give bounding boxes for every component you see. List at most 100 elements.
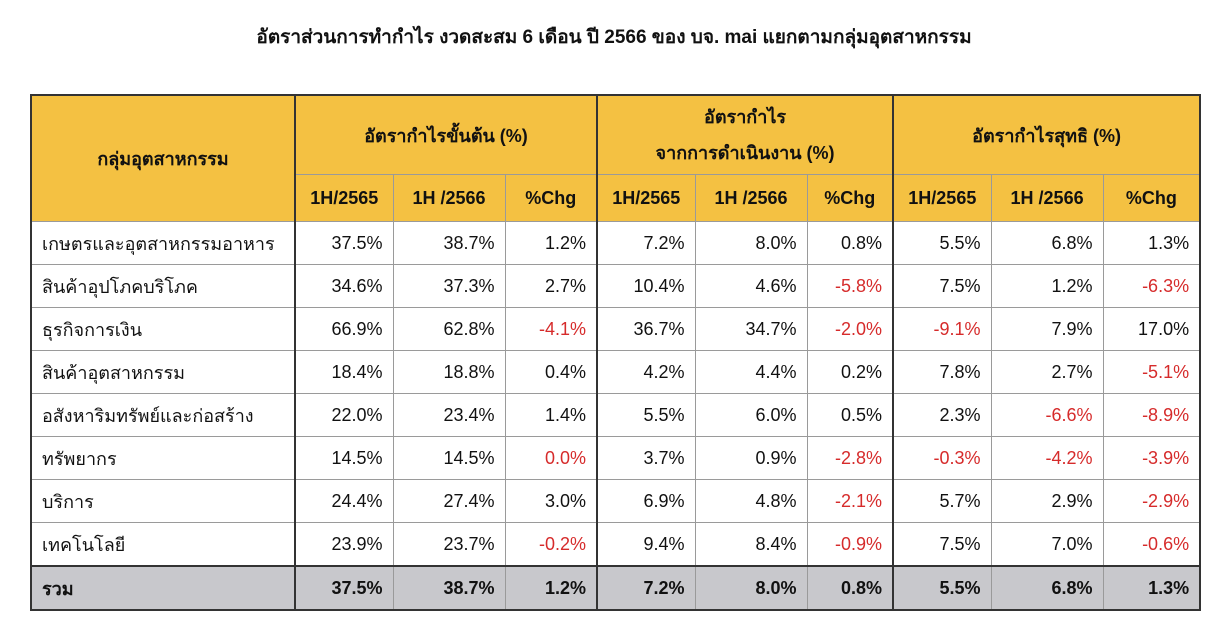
value-cell: 7.9% <box>990 307 1104 351</box>
value-cell: 2.7% <box>504 264 599 308</box>
table-row: สินค้าอุตสาหกรรม 18.4% 18.8% 0.4% 4.2% 4.4% 0.… <box>30 350 1202 394</box>
value-cell: 9.4% <box>596 522 696 567</box>
industry-name: สินค้าอุตสาหกรรม <box>30 350 296 394</box>
value-cell: -2.8% <box>806 436 895 480</box>
value-cell: 8.4% <box>694 522 808 567</box>
value-cell: 27.4% <box>392 479 506 523</box>
value-cell: -9.1% <box>892 307 992 351</box>
value-cell: 1.4% <box>504 393 599 437</box>
value-cell: 23.7% <box>392 522 506 567</box>
table-row: เกษตรและอุตสาหกรรมอาหาร 37.5% 38.7% 1.2% 7.2… <box>30 221 1202 265</box>
gross-margin-header: อัตรากำไรขั้นต้น (%) <box>294 94 599 175</box>
value-cell: -3.9% <box>1102 436 1202 480</box>
value-cell: -2.9% <box>1102 479 1202 523</box>
page-title: อัตราส่วนการทำกำไร งวดสะสม 6 เดือน ปี 25… <box>256 27 972 48</box>
value-cell: 5.5% <box>892 221 992 265</box>
value-cell: -0.6% <box>1102 522 1202 567</box>
value-cell: 2.9% <box>990 479 1104 523</box>
operating-margin-header: อัตรากำไร จากการดำเนินงาน (%) <box>596 94 895 175</box>
value-cell: 37.3% <box>392 264 506 308</box>
table-body: เกษตรและอุตสาหกรรมอาหาร 37.5% 38.7% 1.2% 7.2… <box>30 221 1202 611</box>
industry-header: กลุ่มอุตสาหกรรม <box>30 94 296 222</box>
col-chg: %Chg <box>806 174 895 222</box>
table-row: สินค้าอุปโภคบริโภค 34.6% 37.3% 2.7% 10.4% 4.6… <box>30 264 1202 308</box>
value-cell: 36.7% <box>596 307 696 351</box>
value-cell: 8.0% <box>694 565 808 611</box>
value-cell: 23.4% <box>392 393 506 437</box>
value-cell: 0.4% <box>504 350 599 394</box>
value-cell: 6.0% <box>694 393 808 437</box>
value-cell: 38.7% <box>392 565 506 611</box>
value-cell: 66.9% <box>294 307 394 351</box>
value-cell: 5.7% <box>892 479 992 523</box>
table-row: บริการ 24.4% 27.4% 3.0% 6.9% 4.8% -2.1% 5.7% 2.9… <box>30 479 1202 523</box>
table-row: เทคโนโลยี 23.9% 23.7% -0.2% 9.4% 8.4% -0.9% 7.5… <box>30 522 1202 567</box>
value-cell: 0.5% <box>806 393 895 437</box>
value-cell: 1.2% <box>504 565 599 611</box>
industry-name: ธุรกิจการเงิน <box>30 307 296 351</box>
value-cell: 14.5% <box>392 436 506 480</box>
value-cell: 37.5% <box>294 221 394 265</box>
value-cell: 7.2% <box>596 221 696 265</box>
value-cell: -6.6% <box>990 393 1104 437</box>
value-cell: 37.5% <box>294 565 394 611</box>
value-cell: 1.2% <box>504 221 599 265</box>
value-cell: 6.8% <box>990 221 1104 265</box>
value-cell: 1.3% <box>1102 221 1202 265</box>
value-cell: -4.2% <box>990 436 1104 480</box>
value-cell: 7.5% <box>892 522 992 567</box>
value-cell: -2.1% <box>806 479 895 523</box>
col-chg: %Chg <box>504 174 599 222</box>
col-1h2566: 1H /2566 <box>392 174 506 222</box>
value-cell: 0.9% <box>694 436 808 480</box>
col-1h2566: 1H /2566 <box>990 174 1104 222</box>
value-cell: -6.3% <box>1102 264 1202 308</box>
value-cell: 23.9% <box>294 522 394 567</box>
value-cell: 7.8% <box>892 350 992 394</box>
table-row: ธุรกิจการเงิน 66.9% 62.8% -4.1% 36.7% 34.7% -2… <box>30 307 1202 351</box>
value-cell: 14.5% <box>294 436 394 480</box>
value-cell: 6.9% <box>596 479 696 523</box>
col-1h2565: 1H/2565 <box>892 174 992 222</box>
table-row: ทรัพยากร 14.5% 14.5% 0.0% 3.7% 0.9% -2.8% -0.3%… <box>30 436 1202 480</box>
value-cell: 3.7% <box>596 436 696 480</box>
value-cell: 7.5% <box>892 264 992 308</box>
industry-name: บริการ <box>30 479 296 523</box>
value-cell: 4.8% <box>694 479 808 523</box>
value-cell: -5.1% <box>1102 350 1202 394</box>
col-1h2565: 1H/2565 <box>294 174 394 222</box>
value-cell: 62.8% <box>392 307 506 351</box>
value-cell: 7.2% <box>596 565 696 611</box>
value-cell: 6.8% <box>990 565 1104 611</box>
value-cell: 22.0% <box>294 393 394 437</box>
value-cell: 4.2% <box>596 350 696 394</box>
value-cell: 0.8% <box>806 565 895 611</box>
value-cell: 1.2% <box>990 264 1104 308</box>
col-1h2565: 1H/2565 <box>596 174 696 222</box>
table-row: อสังหาริมทรัพย์และก่อสร้าง 22.0% 23.4% 1.4%… <box>30 393 1202 437</box>
value-cell: 8.0% <box>694 221 808 265</box>
industry-name: รวม <box>30 565 296 611</box>
value-cell: 34.7% <box>694 307 808 351</box>
value-cell: 1.3% <box>1102 565 1202 611</box>
industry-name: สินค้าอุปโภคบริโภค <box>30 264 296 308</box>
value-cell: 18.8% <box>392 350 506 394</box>
col-1h2566: 1H /2566 <box>694 174 808 222</box>
value-cell: -4.1% <box>504 307 599 351</box>
value-cell: -0.9% <box>806 522 895 567</box>
profitability-table: กลุ่มอุตสาหกรรม อัตรากำไรขั้นต้น (%) อัต… <box>30 94 1202 611</box>
value-cell: -0.3% <box>892 436 992 480</box>
value-cell: 4.4% <box>694 350 808 394</box>
value-cell: 7.0% <box>990 522 1104 567</box>
value-cell: 0.2% <box>806 350 895 394</box>
value-cell: 4.6% <box>694 264 808 308</box>
value-cell: 18.4% <box>294 350 394 394</box>
net-margin-header: อัตรากำไรสุทธิ (%) <box>892 94 1202 175</box>
total-row: รวม 37.5% 38.7% 1.2% 7.2% 8.0% 0.8% 5.5% 6.8% 1.3… <box>30 565 1202 611</box>
value-cell: -0.2% <box>504 522 599 567</box>
col-chg: %Chg <box>1102 174 1202 222</box>
value-cell: 10.4% <box>596 264 696 308</box>
value-cell: 34.6% <box>294 264 394 308</box>
value-cell: 2.7% <box>990 350 1104 394</box>
value-cell: 5.5% <box>892 565 992 611</box>
